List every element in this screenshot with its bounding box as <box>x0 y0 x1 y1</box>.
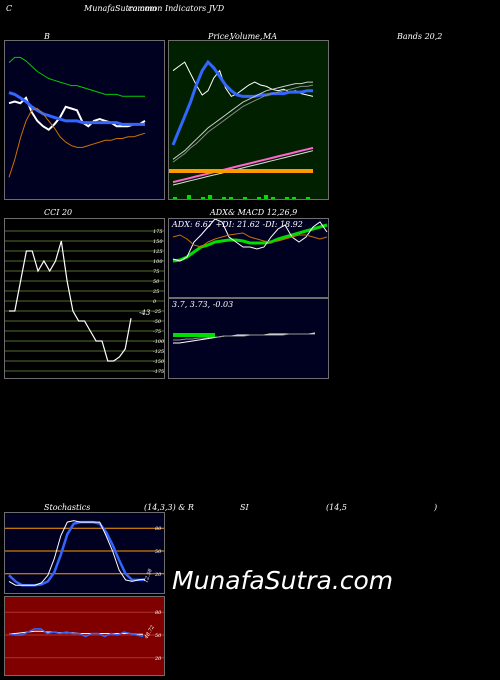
cci-tick-label: 100 <box>153 259 163 265</box>
rsi-last-value: 48.72 <box>143 625 156 641</box>
stoch-params-label: (14,3,3) & R <box>144 503 194 512</box>
bb-label: B <box>44 32 50 41</box>
stoch-d-line <box>8 520 145 587</box>
chart-subtitle: common Indicators JVD <box>128 4 225 13</box>
volume-bar <box>292 197 296 199</box>
price-series-price-MA-pink <box>172 146 314 184</box>
price-series-long-MA-2 <box>172 84 314 163</box>
orange-level-band <box>169 169 313 173</box>
bb-series-price <box>8 96 146 131</box>
corner-label: C <box>6 4 13 13</box>
macd-histogram <box>173 333 215 337</box>
cci-tick-label: 150 <box>153 239 163 245</box>
price-series-price-MA-white <box>172 150 314 186</box>
site-title: MunafaSutra.com <box>84 4 157 13</box>
rsi-line <box>8 628 144 638</box>
macd-label: & MACD 12,26,9 <box>228 208 298 217</box>
rsi-level-label: 20 <box>154 656 162 662</box>
cci-chart: 175 150 125 100 75 50 25 0 -25 -50 -75 -100 -125 -150… <box>5 229 164 375</box>
watermark: MunafaSutra.com <box>172 566 394 595</box>
cci-tick-label: 125 <box>153 249 163 255</box>
volume-bar <box>271 197 275 199</box>
volume-bar <box>208 195 212 199</box>
cci-tick-label: -50 <box>153 319 162 325</box>
volume-bar <box>285 197 289 199</box>
bollinger-panel <box>4 40 165 200</box>
volume-bar <box>201 197 205 199</box>
bb-series-middle-band <box>8 91 145 126</box>
cci-tick-label: -175 <box>153 369 164 375</box>
bb-series-lower-band <box>8 107 146 178</box>
cci-tick-label: -150 <box>153 359 164 365</box>
adx-series-ADX <box>172 223 328 263</box>
volume-bar <box>306 197 310 199</box>
ma-label: MA <box>263 32 277 41</box>
adx-readout: ADX: 6.67 +DI: 21.62 -DI: 18.92 <box>172 220 303 229</box>
bands-label: Bands 20,2 <box>397 32 443 41</box>
price-label: Price, <box>208 32 232 41</box>
volume-bar <box>187 195 191 199</box>
adx-series--DI <box>172 232 328 248</box>
cci-tick-label: 175 <box>153 229 163 235</box>
rsi-params-label: (14,5 <box>326 503 347 512</box>
cci-tick-label: -100 <box>153 339 164 345</box>
cci-tick-label: -125 <box>153 349 164 355</box>
cci-tick-label: 25 <box>152 289 159 295</box>
macd-panel: 3.7, 3.73, -0.03 <box>168 298 329 379</box>
rsi-close-label: ) <box>434 503 438 512</box>
stoch-level-label: 80 <box>155 526 162 532</box>
bollinger-chart <box>8 56 146 178</box>
volume-bar <box>222 197 226 199</box>
volume-bar <box>257 197 261 199</box>
rsi-panel: 80 50 20 48.72 <box>4 596 165 676</box>
stoch-k-line <box>8 520 146 586</box>
macd-chart <box>173 332 316 344</box>
price-ma-panel <box>168 40 329 200</box>
cci-tick-label: 50 <box>153 279 160 285</box>
macd-readout: 3.7, 3.73, -0.03 <box>172 300 234 309</box>
adx-series--DI <box>172 219 328 262</box>
bb-series-upper-band <box>8 56 145 97</box>
adx-panel: ADX: 6.67 +DI: 21.62 -DI: 18.92 <box>168 218 329 298</box>
volume-bar <box>229 197 233 199</box>
volume-bar <box>173 197 177 199</box>
cci-tick-label: 0 <box>153 299 157 305</box>
adx-label: ADX <box>210 208 228 217</box>
rsi-level-label: 50 <box>155 633 162 639</box>
rsi-label: SI <box>240 503 249 512</box>
cci-tick-label: -75 <box>153 329 161 335</box>
volume-bar <box>243 197 247 199</box>
price-series-long-MA <box>172 81 313 160</box>
volume-label: Volume, <box>230 32 263 41</box>
price-series-short-MA <box>171 59 313 146</box>
cci-tick-label: 75 <box>153 269 159 275</box>
stoch-level-label: 50 <box>155 549 162 555</box>
cci-last-value: -43 <box>139 309 151 317</box>
stoch-level-label: 20 <box>154 572 162 578</box>
cci-label: CCI 20 <box>44 208 73 217</box>
macd-series-signal <box>173 333 315 341</box>
stoch-last-value: 12.58 <box>143 568 154 584</box>
rsi-level-label: 80 <box>155 610 162 616</box>
cci-line <box>9 240 132 362</box>
volume-bar <box>264 195 268 199</box>
adx-chart <box>172 219 328 263</box>
rsi-chart: 80 50 20 48.72 <box>5 610 164 662</box>
cci-panel: 175 150 125 100 75 50 25 0 -25 -50 -75 -100 -125 -150… <box>4 218 165 379</box>
stoch-label: Stochastics <box>44 503 91 512</box>
cci-tick-label: -25 <box>153 309 161 315</box>
price-ma-chart <box>169 59 314 199</box>
stoch-panel: 80 50 20 12.58 <box>4 512 165 594</box>
